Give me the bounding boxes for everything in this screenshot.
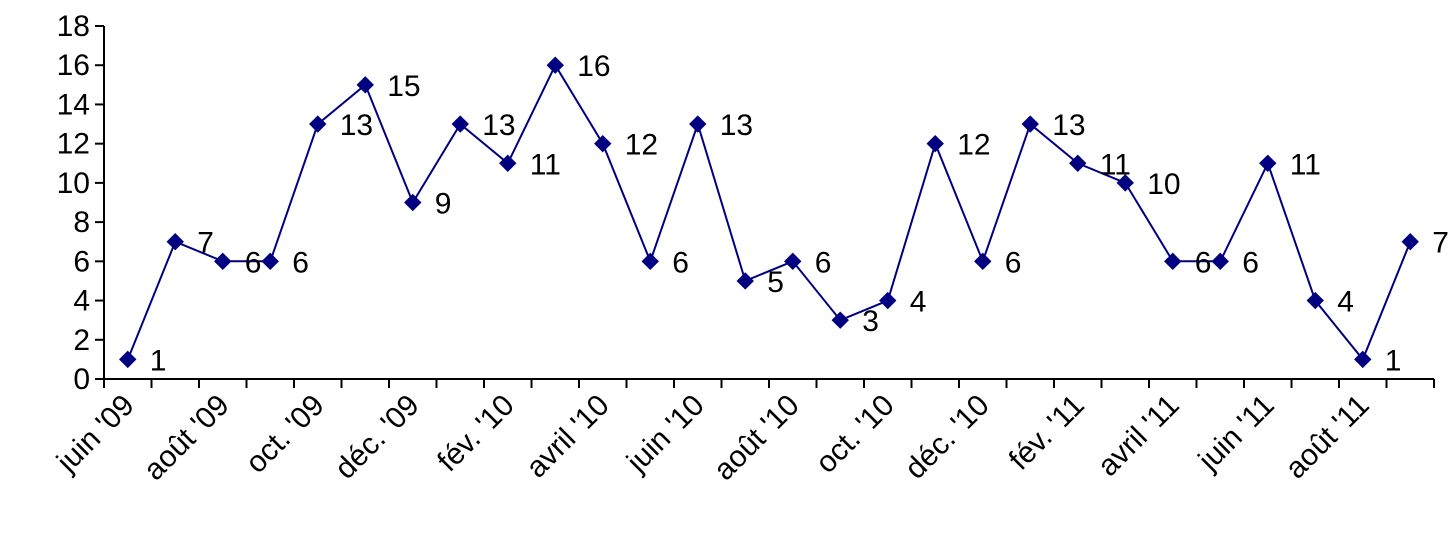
data-point xyxy=(1069,154,1087,172)
data-label: 6 xyxy=(245,246,262,279)
series xyxy=(119,56,1419,369)
x-tick-label: oct. '09 xyxy=(240,389,331,480)
data-point xyxy=(119,350,137,369)
x-tick-label: déc. '10 xyxy=(899,389,996,486)
data-label: 11 xyxy=(1290,148,1321,181)
data-point xyxy=(1021,115,1039,133)
y-tick-label: 12 xyxy=(57,128,90,161)
x-tick-label: fév. '10 xyxy=(431,389,520,478)
data-label: 13 xyxy=(340,109,373,142)
data-label: 6 xyxy=(1005,246,1022,279)
data-label: 4 xyxy=(910,286,927,319)
data-label: 10 xyxy=(1147,168,1180,201)
x-tick-label: août '11 xyxy=(1279,389,1376,486)
data-label: 6 xyxy=(1195,246,1212,279)
data-point xyxy=(736,272,754,290)
data-point xyxy=(974,252,992,271)
y-axis: 0 2 4 6 8 10 12 14 16 18 xyxy=(57,10,105,396)
series-line xyxy=(126,63,1412,362)
y-tick-label: 10 xyxy=(57,167,90,200)
x-tick-label: juin '09 xyxy=(50,389,141,480)
y-tick-label: 14 xyxy=(57,88,90,121)
data-label: 11 xyxy=(1100,148,1131,181)
data-point xyxy=(641,252,659,271)
data-point xyxy=(879,291,897,310)
y-tick-label: 18 xyxy=(57,10,90,43)
y-tick-label: 0 xyxy=(73,363,90,396)
y-tick-label: 16 xyxy=(57,49,90,82)
data-label: 6 xyxy=(1242,246,1259,279)
data-point xyxy=(784,252,802,271)
data-label: 7 xyxy=(197,227,214,260)
data-label: 1 xyxy=(150,344,167,377)
data-label: 15 xyxy=(387,70,420,103)
data-label: 6 xyxy=(672,246,689,279)
data-label: 12 xyxy=(957,129,990,162)
x-tick-label: avril '11 xyxy=(1091,389,1185,483)
x-tick-label: août '09 xyxy=(138,389,236,487)
y-tick-label: 6 xyxy=(73,245,90,278)
data-point xyxy=(499,154,517,172)
data-point xyxy=(214,252,232,271)
data-label: 1 xyxy=(1385,344,1402,377)
data-label: 13 xyxy=(720,109,753,142)
data-label: 13 xyxy=(1052,109,1085,142)
data-point xyxy=(1211,252,1229,271)
data-point xyxy=(1259,154,1277,172)
x-tick-label: juin '10 xyxy=(620,389,711,480)
data-point xyxy=(451,115,469,133)
data-label: 6 xyxy=(815,246,832,279)
data-label: 5 xyxy=(767,266,784,299)
data-point xyxy=(356,76,374,94)
y-tick-label: 2 xyxy=(73,324,90,357)
data-point xyxy=(1401,233,1419,251)
data-label: 7 xyxy=(1432,227,1449,260)
data-label: 16 xyxy=(577,50,610,83)
data-label: 9 xyxy=(435,188,452,221)
data-point xyxy=(689,115,707,133)
data-point xyxy=(1354,350,1372,369)
data-point xyxy=(166,233,184,251)
x-tick-label: oct. '10 xyxy=(810,389,901,480)
x-tick-label: fév. '11 xyxy=(1003,389,1091,477)
data-label: 11 xyxy=(530,148,561,181)
data-label: 12 xyxy=(625,129,658,162)
data-point xyxy=(1116,174,1134,192)
data-point xyxy=(404,193,422,212)
x-tick-label: août '10 xyxy=(708,389,806,487)
data-point xyxy=(594,134,612,153)
data-label: 6 xyxy=(292,246,309,279)
data-point xyxy=(1164,252,1182,271)
data-label: 3 xyxy=(862,305,879,338)
x-tick-label: déc. '09 xyxy=(329,389,426,486)
x-tick-label: juin '11 xyxy=(1192,389,1281,478)
data-point xyxy=(546,56,564,74)
data-point xyxy=(831,311,849,329)
data-point xyxy=(926,134,944,153)
data-point xyxy=(1306,291,1324,310)
data-label: 4 xyxy=(1337,286,1354,319)
y-tick-label: 4 xyxy=(73,285,90,318)
data-label: 13 xyxy=(482,109,515,142)
data-point xyxy=(261,252,279,271)
y-tick-label: 8 xyxy=(73,206,90,239)
x-tick-label: avril '10 xyxy=(520,389,616,485)
data-point xyxy=(309,115,327,133)
